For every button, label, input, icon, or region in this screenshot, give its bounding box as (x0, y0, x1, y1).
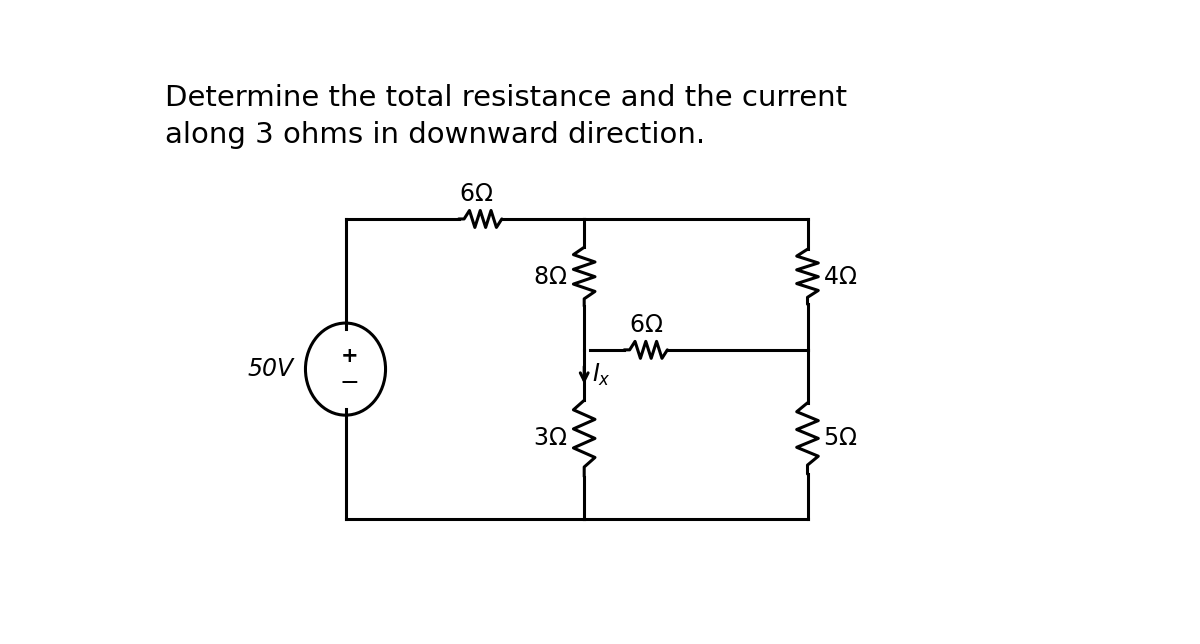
Text: $6\Omega$: $6\Omega$ (460, 182, 493, 206)
Text: −: − (340, 371, 359, 395)
Text: +: + (341, 346, 358, 366)
Text: Determine the total resistance and the current: Determine the total resistance and the c… (164, 84, 847, 112)
Text: $5\Omega$: $5\Omega$ (823, 426, 857, 450)
Text: along 3 ohms in downward direction.: along 3 ohms in downward direction. (164, 121, 704, 149)
Text: 50V: 50V (247, 357, 294, 381)
Text: $3\Omega$: $3\Omega$ (533, 426, 568, 450)
Text: $6\Omega$: $6\Omega$ (629, 313, 662, 337)
Text: $I_x$: $I_x$ (592, 362, 611, 388)
Text: $8\Omega$: $8\Omega$ (533, 265, 568, 289)
Text: $4\Omega$: $4\Omega$ (823, 265, 857, 289)
